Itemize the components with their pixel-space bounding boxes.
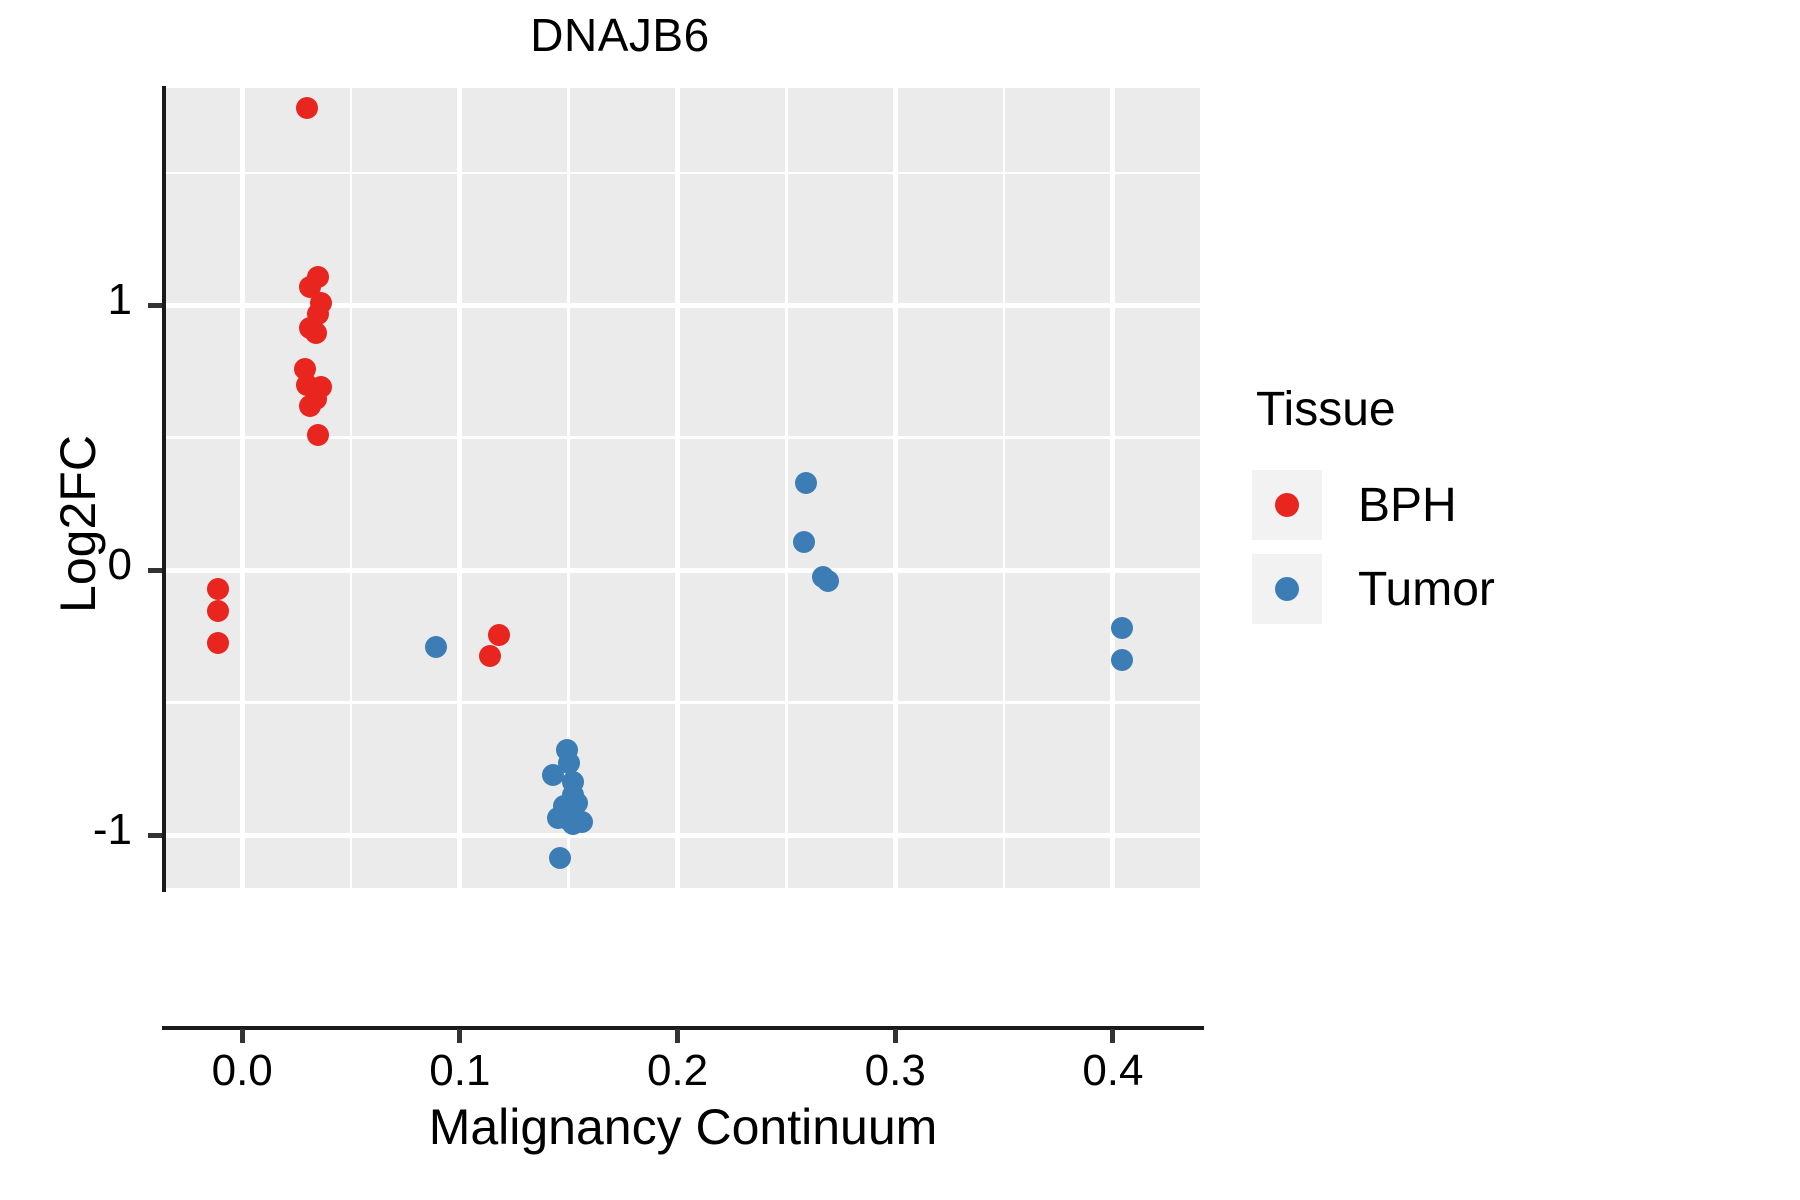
x-axis-title: Malignancy Continuum (428, 1099, 938, 1155)
legend-dot-icon (1275, 577, 1299, 601)
y-tick-mark (148, 302, 162, 308)
x-axis-line (162, 1026, 1204, 1030)
data-point-tumor (794, 471, 817, 494)
gridline-vertical (239, 88, 245, 888)
gridline-horizontal (166, 567, 1200, 573)
x-tick-label: 0.1 (429, 1046, 491, 1095)
legend-label: Tumor (1358, 562, 1495, 616)
x-tick-mark (1110, 1029, 1116, 1043)
legend-dot-icon (1275, 493, 1299, 517)
legend-title: Tissue (1256, 383, 1396, 436)
data-point-tumor (542, 764, 565, 787)
data-point-tumor (816, 569, 839, 592)
gridline-vertical (457, 88, 463, 888)
x-tick-label: 0.2 (646, 1046, 709, 1095)
legend: Tissue BPH Tumor (1252, 382, 1772, 631)
y-tick-mark (148, 567, 162, 573)
gridline-vertical (675, 88, 681, 888)
chart-title: DNAJB6 (530, 9, 710, 61)
data-point-tumor (549, 846, 571, 869)
plot-panel (166, 88, 1200, 888)
data-point-bph (207, 577, 230, 600)
data-point-bph (207, 631, 230, 654)
gridline-horizontal (166, 832, 1200, 838)
data-point-bph (305, 322, 328, 345)
y-tick-label: 0 (107, 540, 132, 590)
x-tick-label: 0.0 (211, 1046, 273, 1095)
data-point-bph (479, 645, 502, 668)
gridline-vertical (349, 88, 353, 888)
data-point-tumor (1110, 617, 1133, 640)
gridline-horizontal (166, 302, 1200, 308)
gridline-horizontal (166, 436, 1200, 439)
data-point-bph (296, 96, 319, 119)
data-point-tumor (424, 635, 447, 658)
legend-label: BPH (1358, 478, 1457, 532)
data-point-bph (207, 600, 230, 623)
gridline-horizontal (166, 701, 1200, 704)
x-tick-mark (892, 1029, 898, 1043)
y-tick-mark (148, 832, 162, 838)
legend-key-swatch (1252, 554, 1322, 624)
gridline-vertical (892, 88, 898, 888)
gridline-vertical (1110, 88, 1116, 888)
x-tick-mark (457, 1029, 463, 1043)
data-point-tumor (1110, 649, 1133, 672)
data-point-tumor (557, 752, 580, 775)
gridline-vertical (785, 88, 788, 888)
x-tick-mark (675, 1029, 681, 1043)
data-point-bph (307, 424, 330, 447)
data-point-bph (488, 624, 511, 647)
legend-item-tumor[interactable]: Tumor (1252, 547, 1772, 631)
data-point-bph (298, 394, 321, 417)
x-tick-label: 0.3 (864, 1046, 926, 1095)
y-tick-label: 1 (107, 275, 132, 325)
data-point-tumor (792, 531, 815, 554)
legend-entries: BPH Tumor (1252, 463, 1772, 631)
gridline-vertical (567, 88, 570, 888)
legend-item-bph[interactable]: BPH (1252, 463, 1772, 547)
gridline-horizontal (166, 171, 1200, 175)
y-axis-title: Log2FC (50, 435, 106, 613)
gridline-vertical (1002, 88, 1006, 888)
y-tick-label: -1 (92, 805, 132, 855)
legend-key-swatch (1252, 470, 1322, 540)
data-point-tumor (562, 813, 585, 836)
x-tick-label: 0.4 (1082, 1046, 1144, 1095)
y-axis-line (162, 86, 166, 892)
x-tick-mark (239, 1029, 245, 1043)
